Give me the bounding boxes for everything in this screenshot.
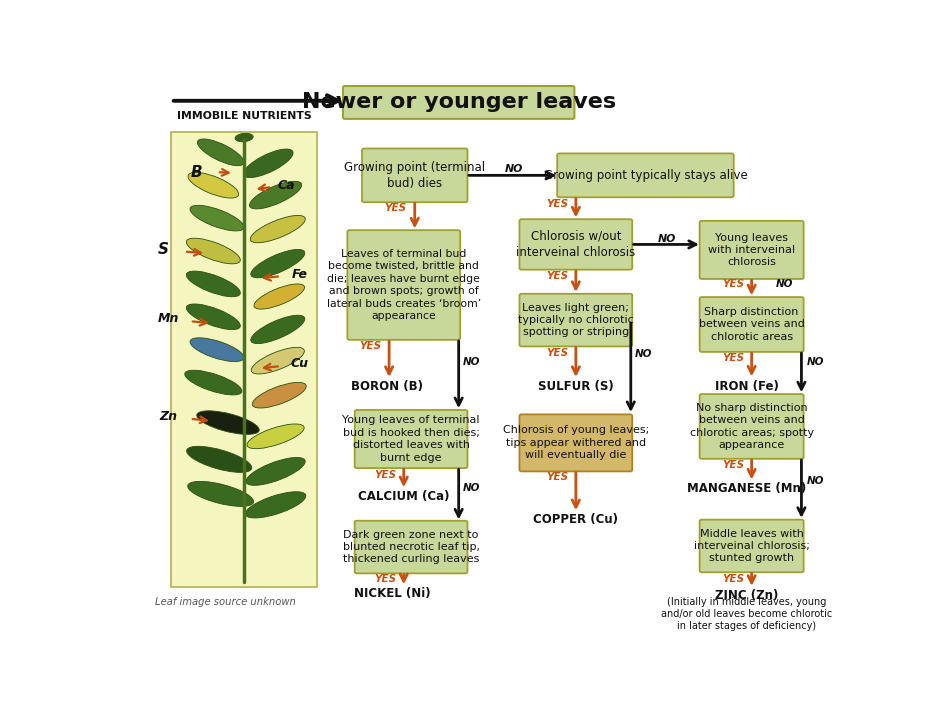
Text: YES: YES — [359, 341, 380, 352]
Text: NO: NO — [775, 279, 793, 290]
Text: ZINC (Zn): ZINC (Zn) — [714, 589, 777, 602]
Ellipse shape — [188, 481, 253, 506]
FancyBboxPatch shape — [354, 410, 467, 468]
Text: CALCIUM (Ca): CALCIUM (Ca) — [358, 490, 449, 503]
Text: YES: YES — [721, 574, 744, 584]
Text: BORON (B): BORON (B) — [350, 380, 423, 394]
Text: NO: NO — [658, 234, 676, 244]
Text: Ca: Ca — [278, 179, 295, 192]
Text: Leaf image source unknown: Leaf image source unknown — [155, 597, 295, 607]
Text: YES: YES — [546, 199, 568, 209]
Text: Sharp distinction
between veins and
chlorotic areas: Sharp distinction between veins and chlo… — [698, 307, 803, 342]
Ellipse shape — [197, 139, 244, 166]
Text: MANGANESE (Mn): MANGANESE (Mn) — [686, 483, 805, 496]
Ellipse shape — [245, 492, 306, 518]
Text: YES: YES — [721, 353, 744, 363]
Ellipse shape — [250, 216, 305, 243]
Text: IMMOBILE NUTRIENTS: IMMOBILE NUTRIENTS — [177, 110, 312, 120]
Ellipse shape — [186, 304, 240, 330]
FancyBboxPatch shape — [699, 394, 802, 459]
Ellipse shape — [184, 370, 242, 395]
Text: SULFUR (S): SULFUR (S) — [537, 380, 613, 394]
Text: YES: YES — [383, 203, 406, 214]
FancyBboxPatch shape — [699, 520, 802, 572]
Text: Chlorosis w/out
interveinal chlorosis: Chlorosis w/out interveinal chlorosis — [515, 230, 634, 259]
FancyBboxPatch shape — [519, 294, 632, 347]
FancyBboxPatch shape — [171, 132, 317, 587]
Ellipse shape — [249, 182, 301, 209]
FancyBboxPatch shape — [519, 219, 632, 270]
Ellipse shape — [252, 382, 306, 408]
Text: COPPER (Cu): COPPER (Cu) — [532, 513, 617, 526]
Text: YES: YES — [721, 279, 744, 290]
Text: Cu: Cu — [291, 357, 309, 370]
Text: Leaves of terminal bud
become twisted, brittle and
die; leaves have burnt edge
a: Leaves of terminal bud become twisted, b… — [327, 249, 480, 321]
Text: B: B — [191, 164, 202, 179]
Text: Dark green zone next to
blunted necrotic leaf tip,
thickened curling leaves: Dark green zone next to blunted necrotic… — [343, 530, 479, 565]
Text: NO: NO — [463, 357, 480, 367]
Text: Young leaves
with interveinal
chlorosis: Young leaves with interveinal chlorosis — [707, 233, 794, 267]
Text: Newer or younger leaves: Newer or younger leaves — [301, 93, 615, 112]
Text: Fe: Fe — [292, 268, 308, 281]
Ellipse shape — [190, 337, 244, 362]
Ellipse shape — [244, 149, 293, 177]
FancyBboxPatch shape — [557, 153, 733, 197]
Text: NICKEL (Ni): NICKEL (Ni) — [354, 587, 430, 600]
Text: Chlorosis of young leaves;
tips appear withered and
will eventually die: Chlorosis of young leaves; tips appear w… — [502, 426, 649, 460]
FancyBboxPatch shape — [362, 149, 467, 202]
Ellipse shape — [186, 446, 251, 472]
Text: IRON (Fe): IRON (Fe) — [714, 380, 778, 394]
FancyBboxPatch shape — [343, 86, 574, 119]
Ellipse shape — [245, 458, 305, 486]
FancyBboxPatch shape — [519, 414, 632, 471]
Ellipse shape — [250, 315, 305, 344]
Text: NO: NO — [504, 164, 522, 174]
Text: NO: NO — [463, 483, 480, 493]
Text: YES: YES — [374, 574, 396, 584]
Text: Mn: Mn — [157, 313, 178, 325]
Text: YES: YES — [546, 271, 568, 281]
Text: S: S — [158, 242, 169, 258]
Ellipse shape — [235, 133, 253, 142]
FancyBboxPatch shape — [699, 221, 802, 279]
FancyBboxPatch shape — [354, 520, 467, 573]
Text: NO: NO — [806, 357, 823, 367]
Ellipse shape — [250, 249, 305, 278]
Ellipse shape — [188, 172, 239, 198]
Ellipse shape — [254, 284, 304, 309]
Text: Leaves light green;
typically no chlorotic
spotting or striping: Leaves light green; typically no chlorot… — [517, 303, 633, 337]
Ellipse shape — [246, 424, 304, 449]
Text: NO: NO — [806, 476, 823, 486]
Text: No sharp distinction
between veins and
chlorotic areas; spotty
appearance: No sharp distinction between veins and c… — [689, 403, 813, 450]
Ellipse shape — [196, 411, 259, 434]
FancyBboxPatch shape — [699, 297, 802, 352]
Text: Young leaves of terminal
bud is hooked then dies;
distorted leaves with
burnt ed: Young leaves of terminal bud is hooked t… — [342, 416, 480, 463]
Text: NO: NO — [634, 349, 652, 359]
Ellipse shape — [186, 239, 240, 264]
Text: Growing point typically stays alive: Growing point typically stays alive — [543, 169, 747, 182]
Text: YES: YES — [374, 470, 396, 480]
FancyBboxPatch shape — [347, 230, 460, 340]
Ellipse shape — [190, 205, 244, 231]
Text: YES: YES — [546, 473, 568, 483]
Ellipse shape — [186, 271, 240, 297]
Text: Growing point (terminal
bud) dies: Growing point (terminal bud) dies — [344, 161, 485, 190]
Text: (Initially in middle leaves, young
and/or old leaves become chlorotic
in later s: (Initially in middle leaves, young and/o… — [660, 597, 832, 631]
Text: Middle leaves with
interveinal chlorosis;
stunted growth: Middle leaves with interveinal chlorosis… — [693, 528, 809, 563]
Text: YES: YES — [546, 348, 568, 358]
Text: Zn: Zn — [159, 410, 177, 423]
Text: YES: YES — [721, 460, 744, 470]
Ellipse shape — [251, 347, 304, 374]
